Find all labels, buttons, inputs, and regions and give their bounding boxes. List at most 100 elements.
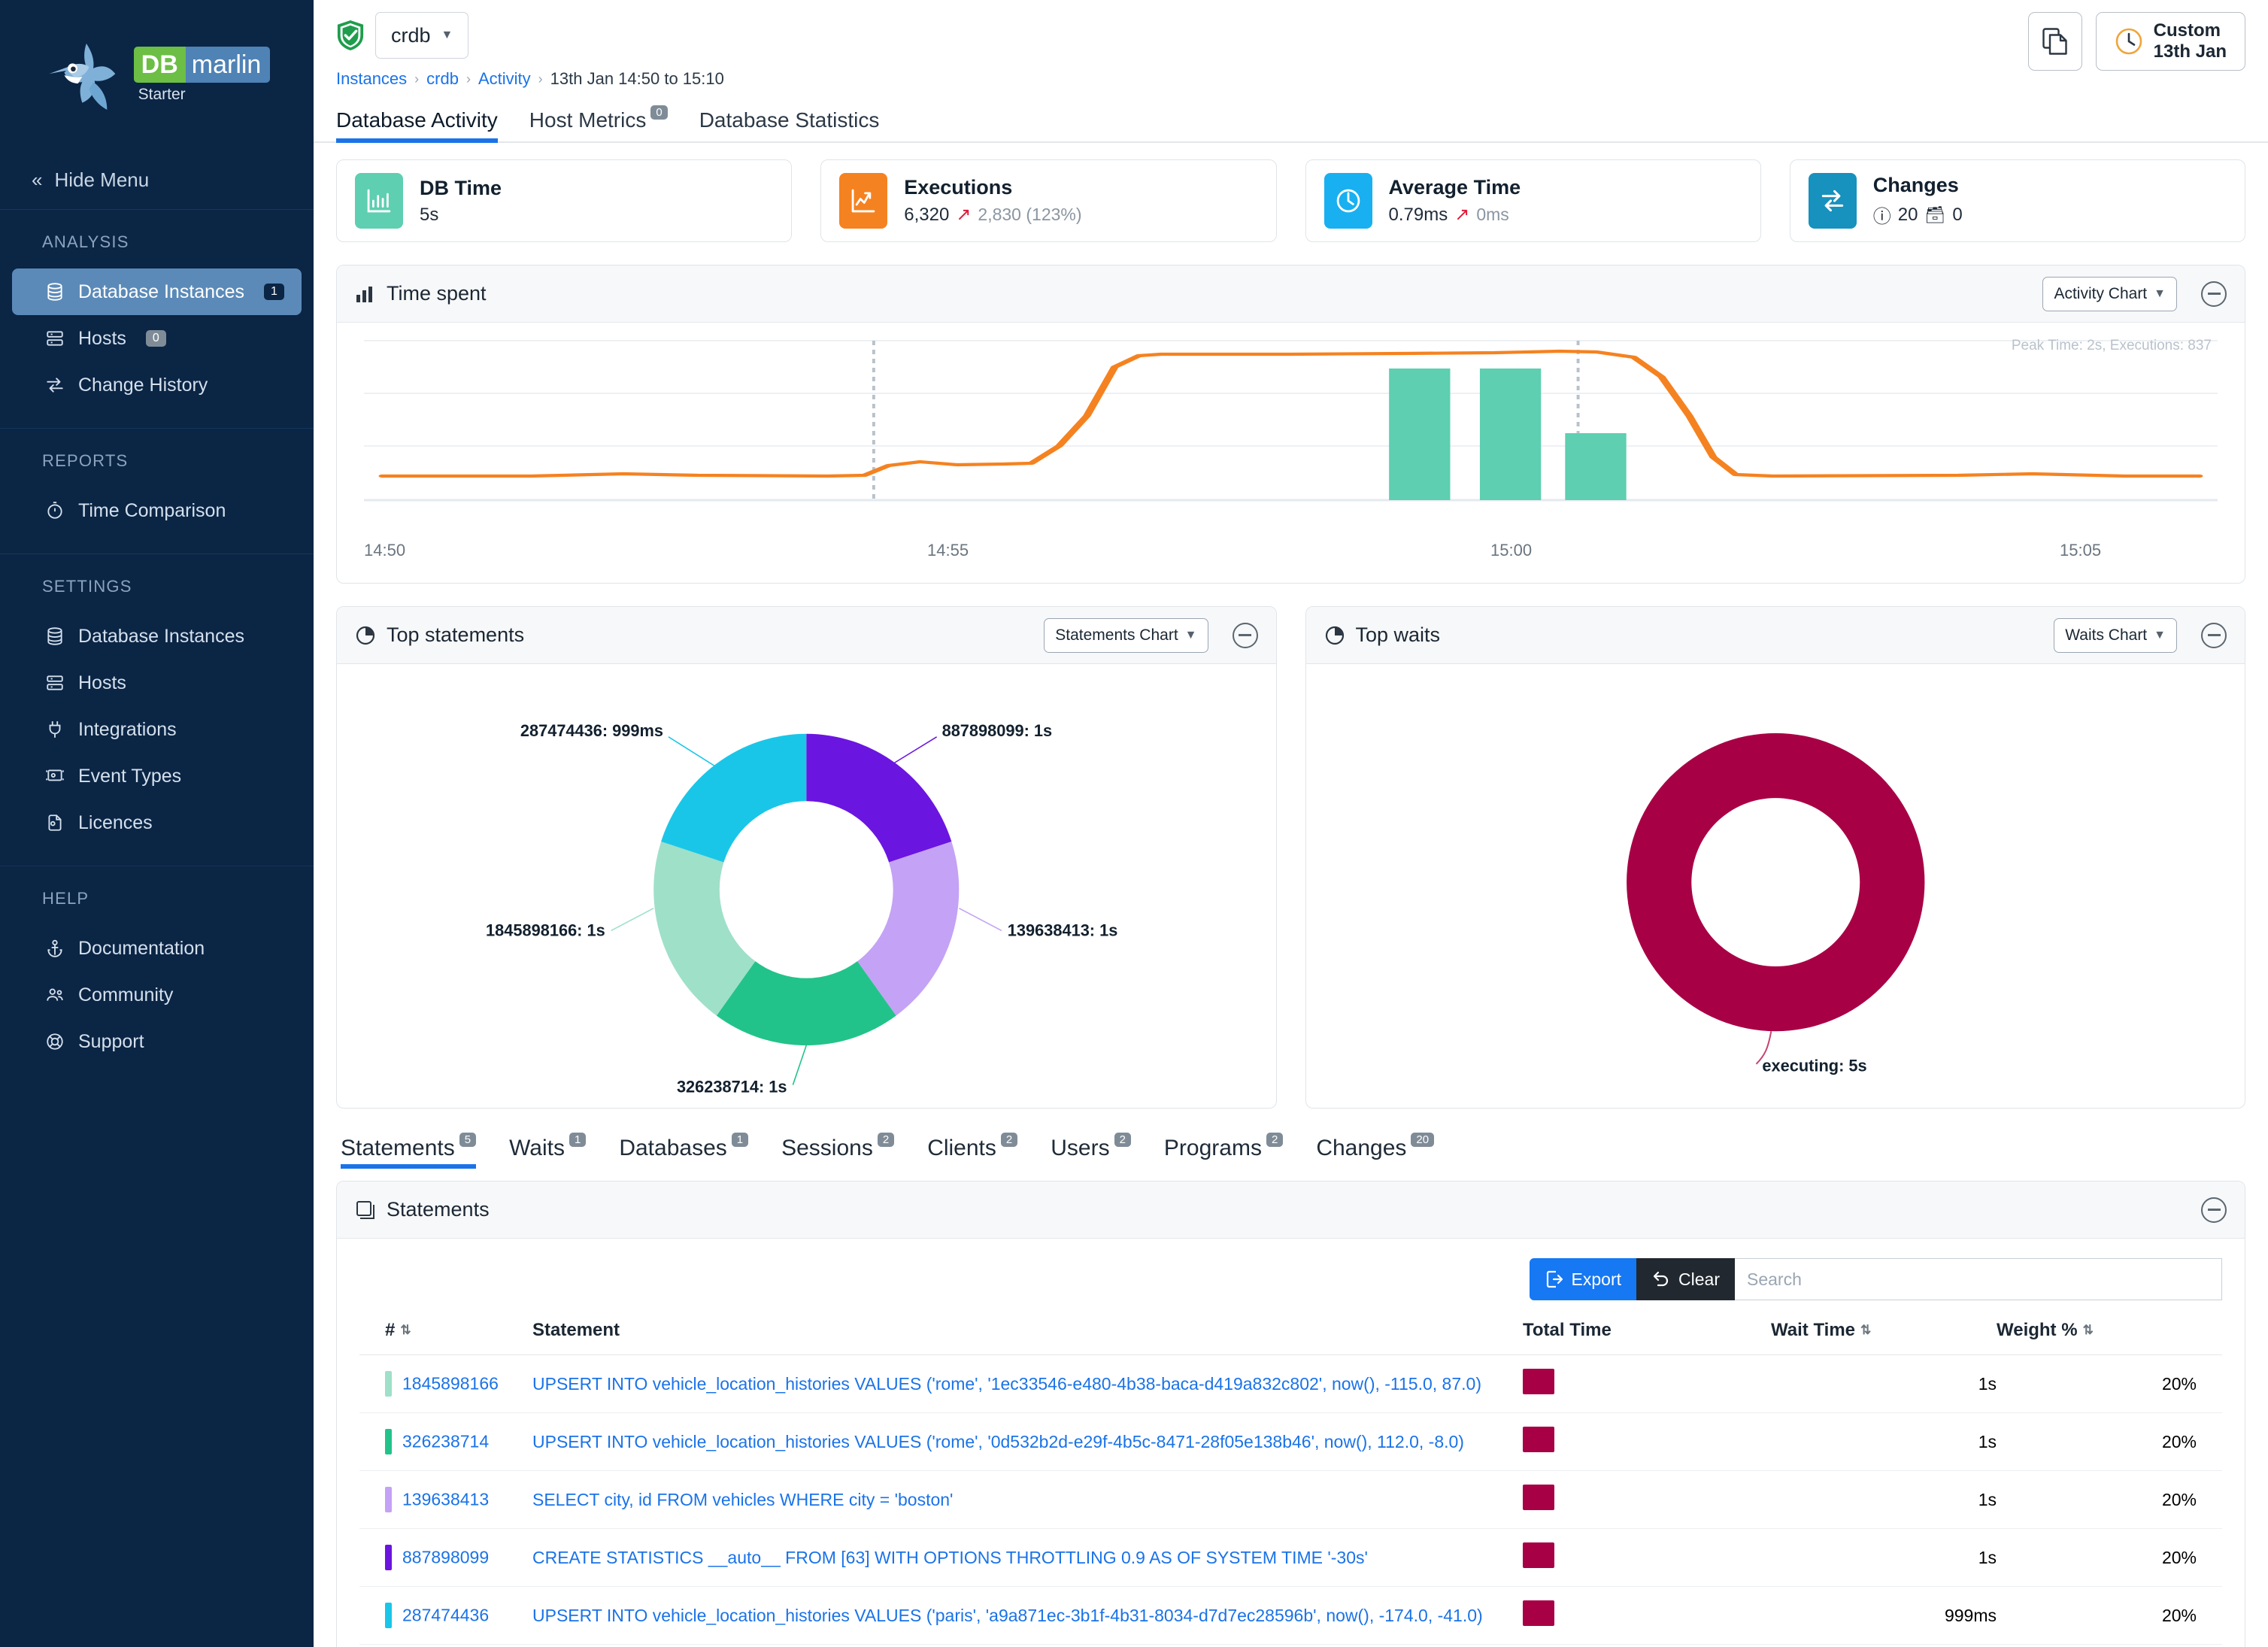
th-wait-time[interactable]: Wait Time ⇅ xyxy=(1771,1306,1997,1355)
hide-menu-button[interactable]: « Hide Menu xyxy=(0,150,314,209)
metric-card-title: Average Time xyxy=(1388,176,1521,199)
cell-statement-text[interactable]: UPSERT INTO vehicle_location_histories V… xyxy=(532,1354,1523,1413)
top-bar: crdb ▼ Instances › crdb › Activity › 13th Jan … xyxy=(314,0,2268,89)
sidebar-item-label: Hosts xyxy=(78,327,126,349)
breadcrumb-item[interactable]: Instances xyxy=(336,69,408,88)
clear-label: Clear xyxy=(1678,1269,1720,1289)
time-spent-title: Time spent xyxy=(387,282,487,305)
subtab-label: Waits xyxy=(509,1136,565,1160)
subtab-sessions[interactable]: Sessions 2 xyxy=(781,1133,895,1169)
cell-statement-text[interactable]: CREATE STATISTICS __auto__ FROM [63] WIT… xyxy=(532,1528,1523,1587)
sidebar-item-database-instances[interactable]: Database Instances 1 xyxy=(12,268,302,315)
statement-link[interactable]: SELECT city, id FROM vehicles WHERE city… xyxy=(532,1489,954,1509)
cell-statement-id[interactable]: 1845898166 xyxy=(359,1354,532,1413)
statement-link[interactable]: CREATE STATISTICS __auto__ FROM [63] WIT… xyxy=(532,1547,1368,1567)
statement-id-link[interactable]: 1845898166 xyxy=(402,1373,499,1394)
sidebar-item-hosts[interactable]: Hosts xyxy=(12,660,302,706)
sidebar-item-time-comparison[interactable]: Time Comparison xyxy=(12,487,302,534)
statement-link[interactable]: UPSERT INTO vehicle_location_histories V… xyxy=(532,1431,1464,1451)
metric-card-db-time[interactable]: DB Time 5s xyxy=(336,159,793,242)
breadcrumb-separator: › xyxy=(414,71,420,86)
sidebar-item-community[interactable]: Community xyxy=(12,972,302,1018)
statements-chart-select[interactable]: Statements Chart ▼ xyxy=(1044,617,1208,653)
tab-host-metrics[interactable]: Host Metrics 0 xyxy=(529,105,668,141)
chevron-down-icon: ▼ xyxy=(1184,628,1197,642)
server-icon xyxy=(44,672,66,694)
table-row[interactable]: 287474436 UPSERT INTO vehicle_location_hi… xyxy=(359,1586,2222,1645)
breadcrumb-item[interactable]: crdb xyxy=(426,69,459,88)
peak-note: Peak Time: 2s, Executions: 837 xyxy=(2011,338,2212,353)
copy-button[interactable] xyxy=(2027,12,2082,71)
activity-chart-select[interactable]: Activity Chart ▼ xyxy=(2042,276,2177,311)
subtab-statements[interactable]: Statements 5 xyxy=(341,1133,477,1169)
collapse-top-waits-button[interactable] xyxy=(2201,622,2227,648)
subtab-waits[interactable]: Waits 1 xyxy=(509,1133,587,1169)
th-weight[interactable]: Weight % ⇅ xyxy=(1997,1306,2222,1355)
export-button[interactable]: Export xyxy=(1529,1258,1637,1300)
table-row[interactable]: 326238714 UPSERT INTO vehicle_location_hi… xyxy=(359,1412,2222,1471)
subtab-databases[interactable]: Databases 1 xyxy=(619,1133,749,1169)
cell-statement-text[interactable]: UPSERT INTO vehicle_location_histories V… xyxy=(532,1412,1523,1471)
sidebar-item-hosts[interactable]: Hosts 0 xyxy=(12,315,302,362)
tab-database-activity[interactable]: Database Activity xyxy=(336,108,498,143)
clear-button[interactable]: Clear xyxy=(1636,1258,1735,1300)
sidebar-item-licences[interactable]: Licences xyxy=(12,799,302,846)
subtab-users[interactable]: Users 2 xyxy=(1051,1133,1131,1169)
statement-id-link[interactable]: 139638413 xyxy=(402,1489,490,1509)
sidebar-group-help: HELP Documentation Community Support xyxy=(0,866,314,1084)
time-range-line1: Custom xyxy=(2153,20,2221,41)
instance-selector-button[interactable]: crdb ▼ xyxy=(375,12,469,59)
collapse-statements-button[interactable] xyxy=(2201,1197,2227,1223)
metric-card-executions[interactable]: Executions 6,320 ↗ 2,830 (123%) xyxy=(820,159,1277,242)
metric-card-average-time[interactable]: Average Time 0.79ms ↗ 0ms xyxy=(1305,159,1761,242)
sidebar-item-documentation[interactable]: Documentation xyxy=(12,925,302,972)
cell-statement-text[interactable]: SELECT city, id FROM vehicles WHERE city… xyxy=(532,1470,1523,1529)
tab-database-statistics[interactable]: Database Statistics xyxy=(699,108,880,141)
statement-color-swatch xyxy=(385,1371,392,1397)
sidebar-item-support[interactable]: Support xyxy=(12,1018,302,1065)
collapse-top-statements-button[interactable] xyxy=(1232,622,1258,648)
cell-statement-id[interactable]: 287474436 xyxy=(359,1586,532,1645)
subtab-changes[interactable]: Changes 20 xyxy=(1316,1133,1435,1169)
breadcrumb-item[interactable]: Activity xyxy=(478,69,531,88)
sidebar-item-event-types[interactable]: Event Types xyxy=(12,753,302,799)
tab-label: Host Metrics xyxy=(529,108,647,132)
th-total-time[interactable]: Total Time xyxy=(1523,1306,1771,1355)
collapse-time-spent-button[interactable] xyxy=(2201,281,2227,307)
th-number[interactable]: # ⇅ xyxy=(359,1306,532,1355)
cell-statement-text[interactable]: UPSERT INTO vehicle_location_histories V… xyxy=(532,1586,1523,1645)
sidebar-item-integrations[interactable]: Integrations xyxy=(12,706,302,753)
cell-statement-id[interactable]: 139638413 xyxy=(359,1470,532,1529)
sidebar-item-change-history[interactable]: Change History xyxy=(12,362,302,408)
search-input[interactable] xyxy=(1735,1258,2222,1300)
sidebar-item-database-instances[interactable]: Database Instances xyxy=(12,613,302,660)
activity-chart[interactable] xyxy=(364,333,2218,536)
metric-card-changes[interactable]: Changes ⓘ 20 🗃 0 xyxy=(1789,159,2245,242)
statement-id-link[interactable]: 887898099 xyxy=(402,1547,490,1567)
pie-chart-icon xyxy=(1325,626,1344,645)
subtab-badge: 1 xyxy=(569,1133,587,1147)
table-row[interactable]: 1845898166 UPSERT INTO vehicle_location_h… xyxy=(359,1354,2222,1413)
trend-up-icon: ↗ xyxy=(956,205,972,225)
cell-statement-id[interactable]: 326238714 xyxy=(359,1412,532,1471)
time-spent-chart-body: Peak Time: 2s, Executions: 837 xyxy=(337,323,2245,583)
line-chart-icon xyxy=(839,173,888,229)
th-statement[interactable]: Statement xyxy=(532,1306,1523,1355)
statement-link[interactable]: UPSERT INTO vehicle_location_histories V… xyxy=(532,1605,1483,1625)
table-row[interactable]: 887898099 CREATE STATISTICS __auto__ FROM… xyxy=(359,1528,2222,1587)
statements-donut-chart[interactable]: 887898099: 1s 287474436: 999ms 139638413… xyxy=(337,664,1276,1108)
time-range-button[interactable]: Custom 13th Jan xyxy=(2095,12,2245,71)
subtab-label: Programs xyxy=(1163,1136,1262,1160)
cell-statement-id[interactable]: 887898099 xyxy=(359,1528,532,1587)
subtab-programs[interactable]: Programs 2 xyxy=(1163,1133,1284,1169)
chevron-down-icon: ▼ xyxy=(441,29,453,41)
waits-donut-chart[interactable]: executing: 5s xyxy=(1306,664,2245,1108)
sidebar-item-label: Database Instances xyxy=(78,625,244,647)
app-logo[interactable]: DB marlin Starter xyxy=(0,0,314,150)
table-row[interactable]: 139638413 SELECT city, id FROM vehicles W… xyxy=(359,1470,2222,1529)
statement-id-link[interactable]: 326238714 xyxy=(402,1431,490,1451)
statement-id-link[interactable]: 287474436 xyxy=(402,1605,490,1625)
waits-chart-select[interactable]: Waits Chart ▼ xyxy=(2054,617,2177,653)
statement-link[interactable]: UPSERT INTO vehicle_location_histories V… xyxy=(532,1373,1481,1394)
subtab-clients[interactable]: Clients 2 xyxy=(927,1133,1018,1169)
